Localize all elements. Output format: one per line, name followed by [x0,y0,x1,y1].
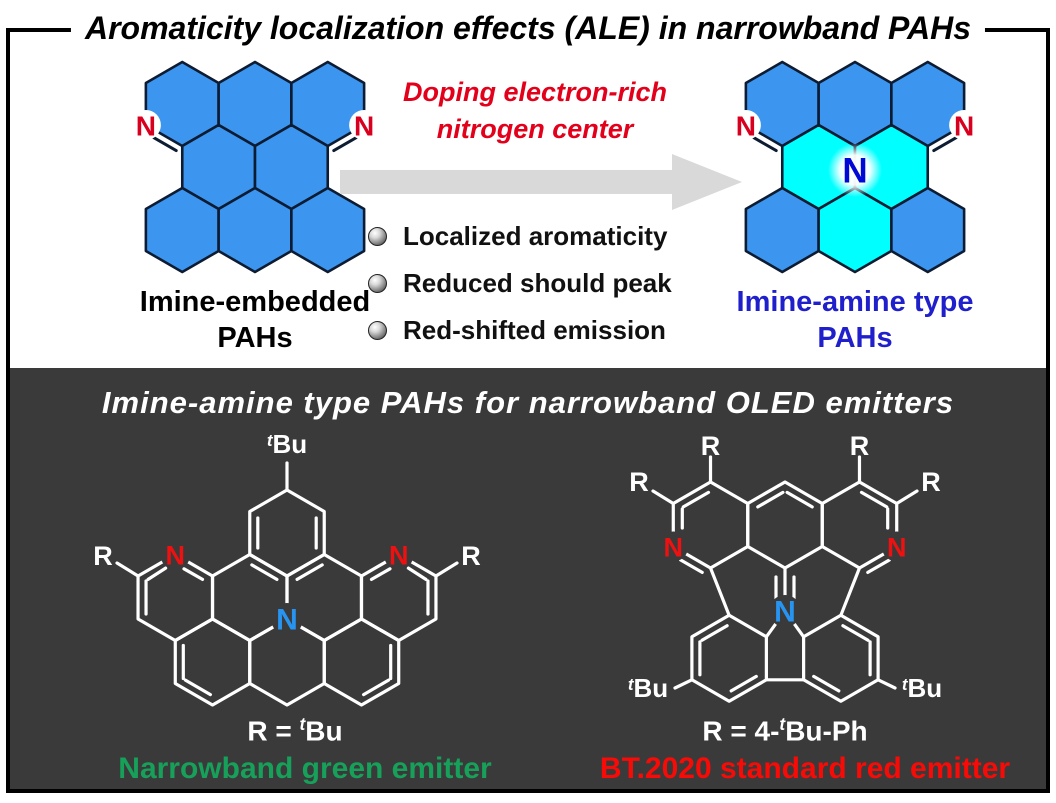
r-group-label: R [93,541,113,571]
nitrogen-glow [828,143,882,197]
r-group-label: R [461,541,481,571]
doping-heading-line2: nitrogen center [436,114,634,144]
bullet-text: Reduced should peak [403,268,672,298]
main-title: Aromaticity localization effects (ALE) i… [70,7,986,49]
doping-heading-line1: Doping electron-rich [402,77,667,107]
bottom-panel: Imine-amine type PAHs for narrowband OLE… [10,368,1046,789]
bullet-item: Red-shifted emission [368,314,672,347]
red-emitter-structure: N N N R R R R tBu tBu [628,431,942,703]
double-bonds [144,516,430,697]
imine-nitrogen-label: N [389,541,409,571]
red-emitter-formula: R = 4-tBu-Ph [605,714,965,747]
amine-nitrogen-label: N [842,152,867,191]
imine-double-bond [750,135,778,153]
tbu-label: tBu [628,673,668,703]
amine-nitrogen-label: N [774,596,796,629]
atom-mask [160,539,191,570]
imine-amine-pah-structure: N N N [730,60,980,274]
imine-nitrogen-label: N [354,111,374,142]
green-emitter-formula: R = tBu [145,714,445,747]
bullet-item: Localized aromaticity [368,220,672,253]
bullet-item: Reduced should peak [368,267,672,300]
hexagon-rings [144,60,366,274]
r-group-label: R [701,431,721,461]
imine-amine-label: Imine-amine type PAHs [705,284,1005,356]
formula-main: Bu [305,715,343,747]
imine-embedded-label-line2: PAHs [217,322,293,354]
sphere-bullet-icon [368,227,387,246]
arrow-right-icon [340,154,742,210]
ring-bonds [651,455,919,703]
formula-prefix: R = [247,715,300,747]
bottom-title: Imine-amine type PAHs for narrowband OLE… [101,385,955,420]
r-group-label: R [850,431,870,461]
imine-nitrogen-label: N [166,541,186,571]
atom-mask [730,110,761,140]
imine-double-bond [932,135,960,153]
imine-nitrogen-label: N [954,111,974,142]
atom-mask [881,531,912,562]
imine-amine-label-line1: Imine-amine type [736,286,974,318]
r-group-label: R [921,467,941,497]
green-emitter-caption: Narrowband green emitter [118,752,492,785]
imine-nitrogen-label: N [136,111,156,142]
atom-mask [349,110,380,140]
imine-nitrogen-label: N [664,533,684,563]
ring-bonds [115,461,459,707]
amine-nitrogen-label: N [276,604,298,637]
formula-main: Bu-Ph [785,715,868,747]
atom-mask [383,539,414,570]
imine-embedded-label: Imine-embedded PAHs [105,284,405,356]
formula-superscript: t [779,714,786,734]
doping-heading: Doping electron-rich nitrogen center [365,74,705,148]
imine-nitrogen-label: N [736,111,756,142]
atom-mask [949,110,980,140]
sphere-bullet-icon [368,274,387,293]
bullet-list: Localized aromaticity Reduced should pea… [368,220,672,361]
atom-mask [130,110,161,140]
tbu-label: tBu [902,673,942,703]
formula-superscript: t [299,714,306,734]
tbu-label: tBu [267,433,307,459]
imine-amine-label-line2: PAHs [817,322,893,354]
green-emitter-structure: N N N R R tBu [93,433,481,707]
imine-double-bond [332,135,360,153]
formula-prefix: R = 4- [702,715,780,747]
atom-mask [658,531,689,562]
red-emitter-caption: BT.2020 standard red emitter [599,752,1011,785]
r-group-label: R [629,467,649,497]
atom-mask [769,595,801,627]
imine-embedded-pah-structure: N N [130,60,380,274]
imine-embedded-label-line1: Imine-embedded [139,286,371,318]
imine-double-bond [150,135,178,153]
atom-mask [271,603,303,635]
double-bonds [678,490,892,693]
bullet-text: Red-shifted emission [403,315,666,345]
sphere-bullet-icon [368,321,387,340]
bullet-text: Localized aromaticity [403,221,668,251]
imine-nitrogen-label: N [887,533,907,563]
